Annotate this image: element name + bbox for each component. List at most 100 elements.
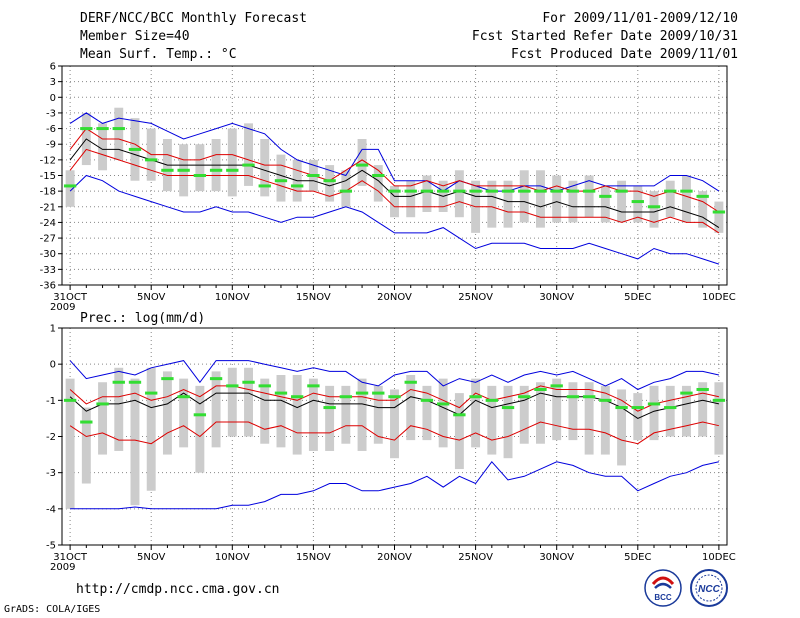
ensemble-bar	[600, 185, 610, 223]
obs-marker	[436, 189, 450, 193]
obs-marker	[518, 395, 531, 399]
ensemble-bar	[649, 385, 659, 441]
y-tick-label: -33	[40, 265, 56, 276]
obs-marker	[226, 168, 239, 172]
obs-marker	[550, 384, 563, 388]
obs-marker	[80, 127, 93, 131]
ensemble-bar	[536, 170, 545, 228]
obs-marker	[323, 179, 336, 183]
y-tick-label: -12	[40, 155, 56, 166]
ncc-logo-text: NCC	[698, 584, 720, 595]
ensemble-bar	[584, 382, 594, 455]
obs-marker	[518, 189, 531, 193]
series-line-upper	[69, 385, 720, 412]
obs-marker	[566, 395, 580, 399]
y-tick-label: -6	[46, 124, 56, 135]
ensemble-bar	[568, 382, 578, 441]
obs-marker	[226, 384, 239, 388]
ensemble-bar	[276, 154, 286, 202]
ensemble-bar	[341, 170, 351, 207]
ensemble-bar	[98, 123, 108, 171]
y-tick-label: 0	[50, 360, 56, 371]
ensemble-bar	[568, 180, 578, 223]
obs-marker	[274, 179, 288, 183]
ensemble-bar	[487, 385, 497, 455]
x-year-label: 2009	[50, 562, 75, 573]
ensemble-bar	[357, 139, 367, 186]
obs-marker	[355, 163, 369, 167]
x-tick-label: 25NOV	[458, 552, 493, 563]
obs-marker	[177, 395, 190, 399]
ensemble-bar	[276, 375, 286, 448]
x-tick-label: 25NOV	[458, 292, 493, 303]
ensemble-bar	[244, 367, 253, 437]
obs-marker	[193, 174, 207, 177]
ensemble-bar	[600, 385, 610, 455]
obs-marker	[647, 205, 661, 209]
x-year-label: 2009	[50, 302, 75, 313]
y-tick-label: -3	[46, 108, 56, 119]
ensemble-bar	[260, 378, 270, 444]
obs-marker	[63, 398, 77, 402]
ensemble-bar	[698, 382, 708, 437]
series-line-upper	[69, 127, 720, 213]
x-tick-label: 10NOV	[215, 292, 250, 303]
ensemble-bar	[584, 175, 594, 218]
y-tick-label: -3	[46, 468, 56, 479]
ensemble-bar	[503, 180, 513, 228]
ensemble-bar	[698, 191, 708, 228]
ensemble-bar	[211, 371, 221, 448]
obs-marker	[258, 184, 271, 188]
ncc-logo: NCC	[690, 569, 728, 607]
obs-marker	[145, 391, 158, 395]
obs-marker	[599, 398, 612, 402]
obs-marker	[550, 189, 563, 193]
footer-url[interactable]: http://cmdp.ncc.cma.gov.cn	[76, 582, 280, 597]
ensemble-bar	[617, 389, 627, 466]
obs-marker	[112, 127, 125, 131]
obs-marker	[501, 189, 515, 193]
ensemble-bar	[665, 180, 675, 218]
obs-marker	[355, 391, 369, 395]
ensemble-bar	[552, 378, 562, 441]
obs-marker	[63, 184, 77, 188]
obs-marker	[209, 168, 223, 172]
obs-marker	[339, 189, 353, 193]
obs-marker	[96, 127, 109, 131]
series-line-lower	[69, 421, 720, 445]
obs-marker	[291, 395, 304, 399]
ensemble-bar	[81, 407, 91, 484]
obs-marker	[615, 406, 628, 410]
ensemble-bar	[130, 378, 140, 506]
obs-marker	[242, 163, 255, 167]
ensemble-bar	[503, 385, 513, 459]
y-tick-label: -15	[40, 171, 56, 182]
ensemble-bar	[65, 378, 75, 509]
forecast-period: For 2009/11/01-2009/12/10	[542, 11, 738, 26]
obs-marker	[680, 189, 693, 193]
obs-marker	[664, 406, 677, 410]
x-tick-label: 10NOV	[215, 552, 250, 563]
obs-marker	[128, 147, 142, 151]
ensemble-bar	[649, 191, 659, 228]
forecast-produced: Fcst Produced Date 2009/11/01	[511, 47, 738, 62]
ensemble-bar	[390, 389, 399, 459]
obs-marker	[274, 391, 288, 395]
ensemble-bar	[422, 385, 432, 441]
series-line-min	[70, 461, 720, 510]
obs-marker	[404, 380, 417, 384]
obs-marker	[712, 210, 726, 214]
ensemble-bar	[438, 378, 448, 448]
series-line-lower	[69, 148, 720, 234]
x-tick-label: 31OCT	[53, 292, 88, 303]
obs-marker	[291, 184, 304, 188]
obs-marker	[420, 398, 434, 402]
x-tick-label: 10DEC	[702, 292, 736, 303]
ensemble-bar	[552, 175, 562, 223]
obs-marker	[485, 189, 498, 193]
ensemble-bar	[227, 367, 237, 437]
ensemble-bar	[454, 393, 464, 470]
ensemble-bar	[406, 375, 416, 441]
y-tick-label: -18	[40, 187, 56, 198]
y-tick-label: -5	[46, 541, 56, 552]
